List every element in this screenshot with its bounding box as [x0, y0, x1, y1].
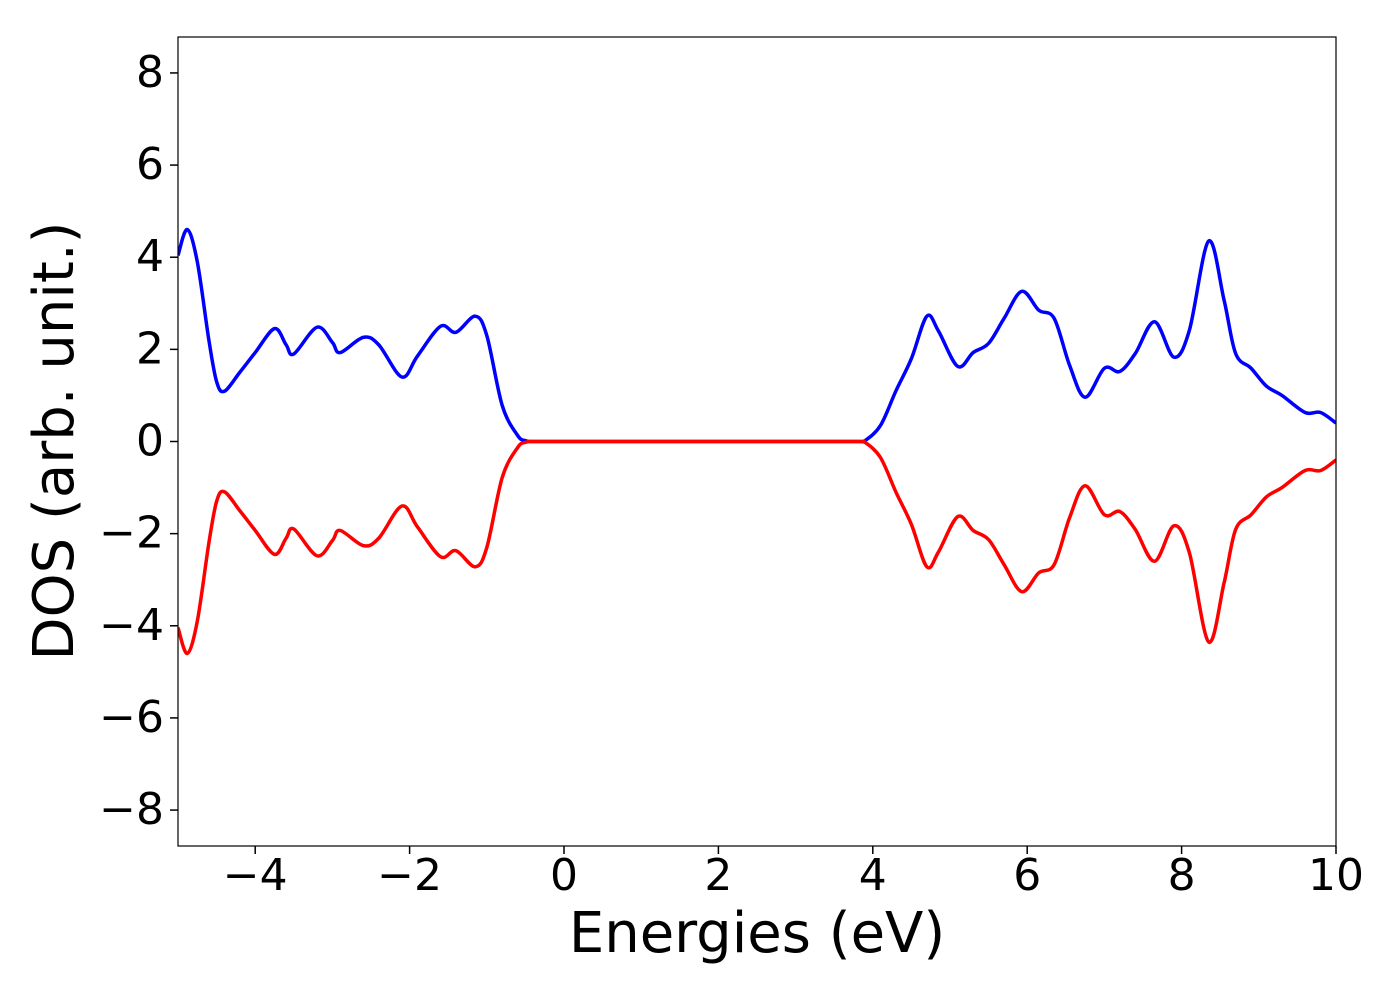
plot-frame	[177, 36, 1337, 847]
y-tick-label: −6	[99, 692, 164, 743]
x-tick-label: −2	[377, 850, 442, 901]
x-tick-label: 10	[1308, 850, 1364, 901]
y-tick-label: −4	[99, 600, 164, 651]
x-tick-label: 0	[550, 850, 578, 901]
x-axis-label: Energies (eV)	[569, 901, 945, 966]
dos-line	[178, 439, 1336, 656]
y-tick-label: 8	[136, 47, 164, 98]
x-tick-label: 2	[704, 850, 732, 901]
x-tick-label: −4	[223, 850, 288, 901]
y-tick-label: −8	[99, 784, 164, 835]
y-tick-label: 4	[136, 231, 164, 282]
x-tick-label: 4	[859, 850, 887, 901]
y-tick-label: 6	[136, 139, 164, 190]
y-axis-label: DOS (arb. unit.)	[22, 221, 87, 660]
dos-line	[178, 227, 1336, 444]
x-tick-label: 6	[1013, 850, 1041, 901]
y-tick-label: 0	[136, 416, 164, 467]
x-tick-label: 8	[1168, 850, 1196, 901]
y-tick-label: −2	[99, 508, 164, 559]
y-tick-label: 2	[136, 323, 164, 374]
